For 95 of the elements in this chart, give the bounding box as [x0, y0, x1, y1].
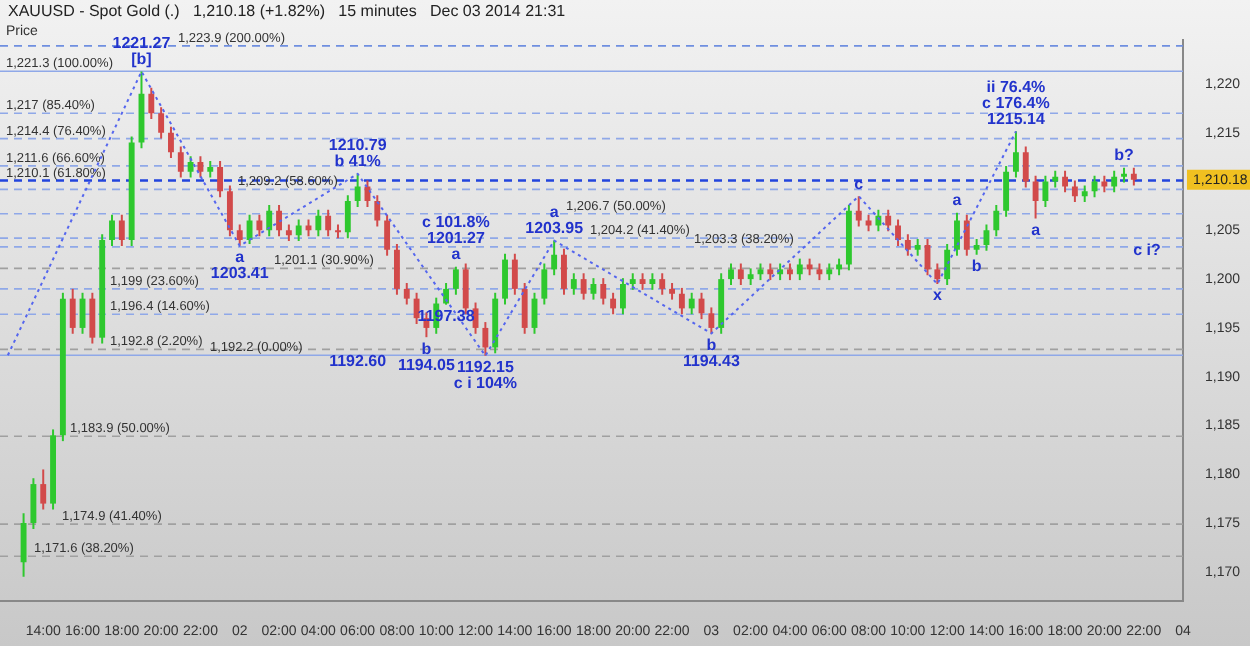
annotation: b [971, 257, 982, 276]
candlestick [30, 477, 37, 530]
candlestick [256, 213, 263, 238]
annotation: c i? [1133, 240, 1161, 259]
candlestick [521, 282, 528, 335]
candlestick [246, 213, 253, 245]
annotation: a [549, 202, 560, 221]
annotation: 1221.27 [112, 33, 172, 52]
candlestick [963, 213, 970, 257]
annotation: b? [1114, 146, 1135, 165]
candlestick [177, 145, 184, 179]
candlestick [934, 262, 941, 285]
candlestick [600, 277, 607, 306]
candlestick [511, 252, 518, 296]
candlestick [502, 252, 508, 306]
candlestick [40, 468, 47, 511]
candlestick [384, 213, 391, 257]
annotation: a [235, 248, 246, 267]
annotation: c 176.4% [982, 93, 1050, 112]
candlestick [1071, 179, 1078, 204]
candlestick [728, 262, 734, 286]
candlestick [148, 86, 155, 121]
candlestick [1042, 174, 1049, 208]
annotation: b [421, 339, 432, 358]
chart-title: XAUUSD - Spot Gold (.) 1,210.18 (+1.82%) 15 minutes Dec 03 2014 21:31 [6, 0, 568, 22]
candlestick [69, 287, 76, 335]
candlestick [954, 211, 960, 257]
candlestick [944, 242, 951, 286]
candlestick [993, 203, 1000, 238]
annotation: 1210.79 [328, 136, 388, 155]
annotation: x [932, 286, 943, 305]
candlestick [354, 172, 361, 208]
candlestick [236, 223, 243, 247]
candlestick [659, 272, 666, 296]
annotation: 1203.41 [210, 264, 270, 283]
candlestick [1003, 164, 1010, 218]
annotation: 1194.43 [682, 351, 741, 370]
candlestick [708, 306, 715, 335]
candlestick [295, 218, 302, 243]
candlestick [393, 242, 400, 296]
annotation: a [1031, 221, 1042, 240]
candlestick [855, 195, 862, 228]
candlestick [1062, 169, 1069, 194]
candlestick [403, 282, 410, 306]
candlestick [688, 291, 695, 316]
candlestick [325, 208, 332, 238]
annotation: 1215.14 [987, 109, 1046, 128]
annotation: a [451, 245, 462, 264]
candlestick [561, 247, 567, 296]
candlestick [158, 106, 165, 140]
candlestick [1032, 174, 1039, 220]
candlestick [315, 208, 322, 238]
candlestick [904, 233, 911, 257]
annotation: a [952, 191, 963, 210]
candlestick [482, 321, 489, 357]
annotation: [b] [131, 49, 153, 68]
candlestick [885, 208, 892, 233]
candlestick [118, 213, 125, 247]
candlestick [570, 272, 577, 296]
candlestick [580, 272, 587, 301]
annotation: c i 104% [453, 374, 517, 393]
annotation: ii 76.4% [986, 77, 1046, 96]
candlestick [1022, 145, 1029, 189]
annotation: 1192.60 [329, 351, 388, 370]
candlestick [551, 239, 558, 277]
candlestick [20, 512, 27, 578]
annotation: 1201.27 [426, 229, 486, 248]
candlestick [226, 184, 233, 238]
candlestick [344, 194, 351, 240]
candlestick [610, 291, 617, 316]
candlestick [197, 155, 204, 179]
candlestick [796, 257, 803, 282]
candlestick [678, 286, 685, 316]
candlestick [266, 203, 273, 238]
candlestick [895, 218, 901, 247]
annotation: c 101.8% [422, 213, 490, 232]
annotation: 1203.95 [525, 218, 585, 237]
annotation: 1192.15 [456, 358, 515, 377]
candlestick [541, 262, 548, 306]
candlestick [1111, 169, 1118, 194]
candlestick [737, 262, 744, 286]
annotation: b [706, 335, 717, 354]
candlestick [452, 265, 459, 296]
candlestick [413, 291, 420, 326]
candlestick [187, 155, 194, 179]
candlestick [374, 194, 381, 228]
candlestick [217, 160, 224, 199]
candlestick [109, 213, 115, 247]
candlestick [276, 203, 282, 238]
candlestick [1012, 130, 1019, 179]
candlestick [619, 277, 626, 316]
annotation: 1194.05 [397, 355, 456, 374]
annotation: b 41% [334, 152, 381, 171]
candlestick [89, 291, 96, 345]
candlestick [168, 125, 174, 160]
